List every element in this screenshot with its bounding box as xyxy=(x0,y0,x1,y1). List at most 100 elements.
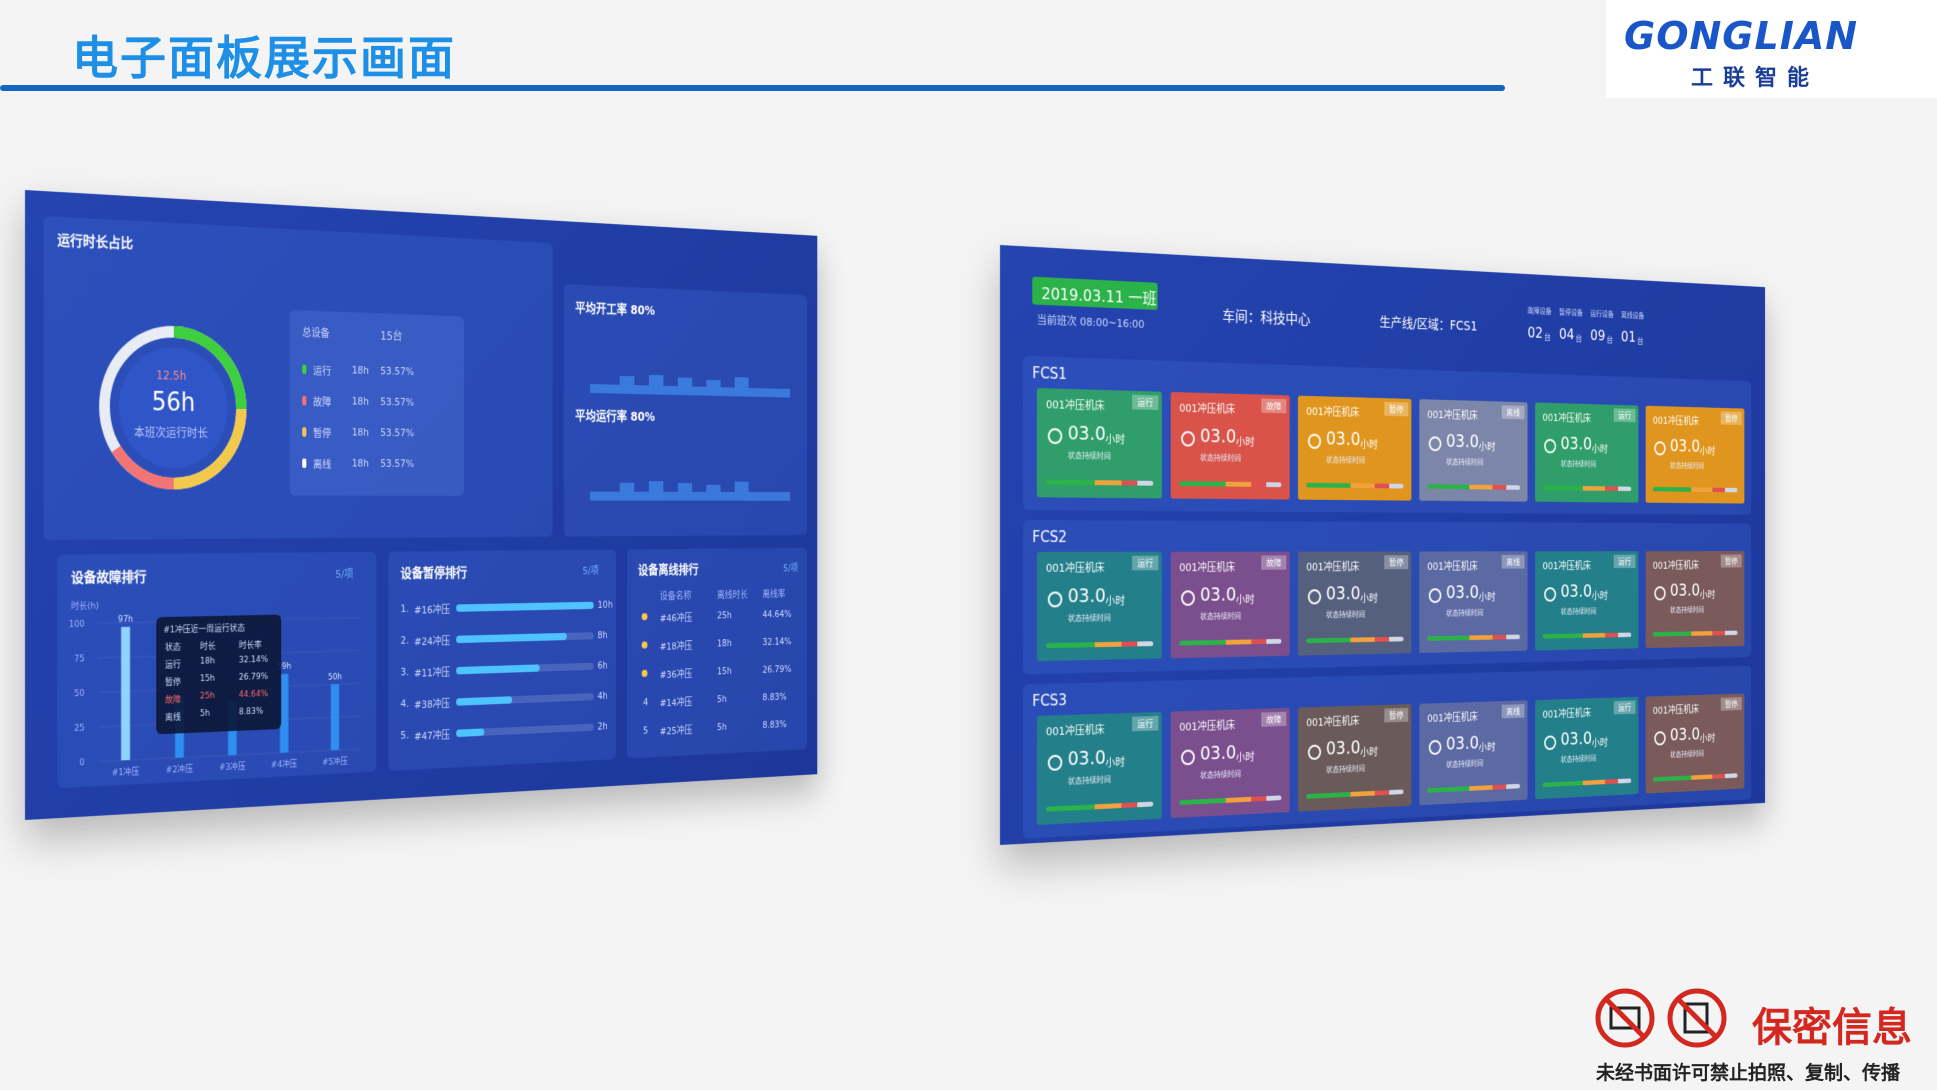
stat-value: 09 xyxy=(1590,327,1605,345)
status-strip xyxy=(1306,483,1403,489)
status-strip xyxy=(1653,773,1738,782)
run-rate-area xyxy=(590,481,790,501)
status-tag: 运行 xyxy=(1614,555,1636,568)
status-strip xyxy=(1427,484,1520,490)
card-value: 03.0 xyxy=(1326,737,1360,759)
device-card[interactable]: 001冲压机床 故障 03.0 小时 状态持续时间 xyxy=(1171,708,1290,818)
device-card[interactable]: 001冲压机床 离线 03.0 小时 状态持续时间 xyxy=(1419,700,1527,805)
y-tick-label: 25 xyxy=(74,723,84,734)
table-header: 设备名称 xyxy=(660,588,692,603)
stat-value: 02 xyxy=(1528,324,1543,342)
tooltip-cell: 故障 xyxy=(165,692,181,705)
value-label: 8h xyxy=(597,629,607,641)
card-value: 03.0 xyxy=(1200,742,1236,765)
hours: 15h xyxy=(717,665,732,677)
tooltip: #1冲压近一周运行状态 状态 时长 时长率 运行 18h 32.14% 暂停 15h 26.79%… xyxy=(156,615,281,735)
card-value: 03.0 xyxy=(1561,434,1592,454)
device-card[interactable]: 001冲压机床 暂停 03.0 小时 状态持续时间 xyxy=(1646,693,1745,793)
trend: 12.5h xyxy=(156,368,186,382)
logo-name: GONGLIAN xyxy=(1624,14,1858,58)
rate-title: 平均运行率 80% xyxy=(575,406,655,425)
card-caption: 状态持续时间 xyxy=(1200,453,1241,464)
rank: 5. xyxy=(401,729,409,741)
card-unit: 小时 xyxy=(1105,431,1125,447)
x-tick-label: #2冲压 xyxy=(166,762,194,775)
card-unit: 小时 xyxy=(1360,591,1378,606)
device-card[interactable]: 001冲压机床 暂停 03.0 小时 状态持续时间 xyxy=(1646,406,1745,504)
rank: 5 xyxy=(643,725,648,737)
clock-icon xyxy=(1181,590,1195,606)
table-cell: 53.57% xyxy=(380,457,414,469)
status-strip xyxy=(1179,795,1281,805)
status-tag: 暂停 xyxy=(1384,402,1408,417)
device-card[interactable]: 001冲压机床 暂停 03.0 小时 状态持续时间 xyxy=(1646,551,1745,648)
device-card[interactable]: 001冲压机床 暂停 03.0 小时 状态持续时间 xyxy=(1298,551,1411,655)
card-unit: 小时 xyxy=(1592,735,1608,750)
device-card[interactable]: 001冲压机床 运行 03.0 小时 状态持续时间 xyxy=(1037,552,1162,661)
device-card[interactable]: 001冲压机床 故障 03.0 小时 状态持续时间 xyxy=(1171,552,1290,659)
card-value: 03.0 xyxy=(1326,583,1360,604)
card-value: 03.0 xyxy=(1561,729,1592,750)
notice-title: 保密信息 xyxy=(1752,995,1912,1053)
tooltip-cell: 25h xyxy=(200,691,215,701)
card-value: 03.0 xyxy=(1068,747,1106,770)
device-card[interactable]: 001冲压机床 故障 03.0 小时 状态持续时间 xyxy=(1171,392,1290,500)
stat-label: 故障设备 xyxy=(1528,306,1552,317)
tooltip-header: 时长率 xyxy=(239,638,262,651)
device-card[interactable]: 001冲压机床 运行 03.0 小时 状态持续时间 xyxy=(1535,403,1638,503)
card-name: 001冲压机床 xyxy=(1543,705,1591,721)
logo: GONGLIAN 工联智能 xyxy=(1606,0,1937,98)
line: 生产线/区域：FCS1 xyxy=(1380,312,1478,335)
table-cell: 18h xyxy=(352,364,369,377)
status-strip xyxy=(1543,486,1632,491)
bar xyxy=(456,728,484,737)
device-card[interactable]: 001冲压机床 离线 03.0 小时 状态持续时间 xyxy=(1419,551,1527,653)
name: #11冲压 xyxy=(414,664,450,680)
card-unit: 小时 xyxy=(1236,434,1255,450)
table-cell: 故障 xyxy=(313,394,331,409)
device-card[interactable]: 001冲压机床 离线 03.0 小时 状态持续时间 xyxy=(1419,399,1527,501)
table-header: 离线时长 xyxy=(717,587,748,602)
device-card[interactable]: 001冲压机床 运行 03.0 小时 状态持续时间 xyxy=(1535,551,1638,650)
table-cell: 18h xyxy=(352,457,369,469)
status-tag: 运行 xyxy=(1132,395,1158,410)
clock-icon xyxy=(1654,586,1665,600)
clock-icon xyxy=(1308,434,1321,449)
card-value: 03.0 xyxy=(1068,423,1106,445)
card-name: 001冲压机床 xyxy=(1653,558,1699,572)
status-strip xyxy=(1306,637,1403,643)
card-name: 001冲压机床 xyxy=(1179,400,1235,417)
status-tag: 暂停 xyxy=(1721,411,1742,425)
card-value: 03.0 xyxy=(1446,431,1479,452)
card-name: 001冲压机床 xyxy=(1427,709,1478,725)
status-strip xyxy=(1427,784,1520,793)
stat-unit: 台 xyxy=(1575,332,1582,344)
tooltip-cell: 暂停 xyxy=(165,675,181,688)
status-tag: 暂停 xyxy=(1384,708,1408,723)
y-tick-label: 50 xyxy=(74,689,84,700)
name: #25冲压 xyxy=(660,723,692,739)
bar xyxy=(331,684,339,750)
status-tag: 运行 xyxy=(1132,556,1158,571)
name: #24冲压 xyxy=(414,633,450,649)
x-tick-label: #4冲压 xyxy=(271,757,298,770)
device-card[interactable]: 001冲压机床 运行 03.0 小时 状态持续时间 xyxy=(1037,712,1162,825)
status-strip xyxy=(1046,480,1153,486)
card-name: 001冲压机床 xyxy=(1179,717,1235,734)
stat-label: 运行设备 xyxy=(1590,309,1613,320)
card-caption: 状态持续时间 xyxy=(1326,609,1365,620)
device-card[interactable]: 001冲压机床 暂停 03.0 小时 状态持续时间 xyxy=(1298,396,1411,501)
name: #36冲压 xyxy=(660,666,692,681)
y-tick-label: 75 xyxy=(74,654,84,665)
device-card[interactable]: 001冲压机床 暂停 03.0 小时 状态持续时间 xyxy=(1298,704,1411,812)
device-card[interactable]: 001冲压机床 运行 03.0 小时 状态持续时间 xyxy=(1535,697,1638,799)
clock-icon xyxy=(1544,439,1556,454)
right-dashboard: 2019.03.11 一班 当前班次 08:00~16:00 车间：科技中心 生产线/… xyxy=(1000,245,1765,845)
page-size: 5/项 xyxy=(583,563,599,578)
card-name: 001冲压机床 xyxy=(1306,403,1359,419)
status-strip xyxy=(1306,789,1403,798)
rate: 8.83% xyxy=(762,718,786,730)
status-tag: 故障 xyxy=(1261,555,1286,569)
device-card[interactable]: 001冲压机床 运行 03.0 小时 状态持续时间 xyxy=(1037,388,1162,498)
table-header: 离线率 xyxy=(762,587,785,601)
